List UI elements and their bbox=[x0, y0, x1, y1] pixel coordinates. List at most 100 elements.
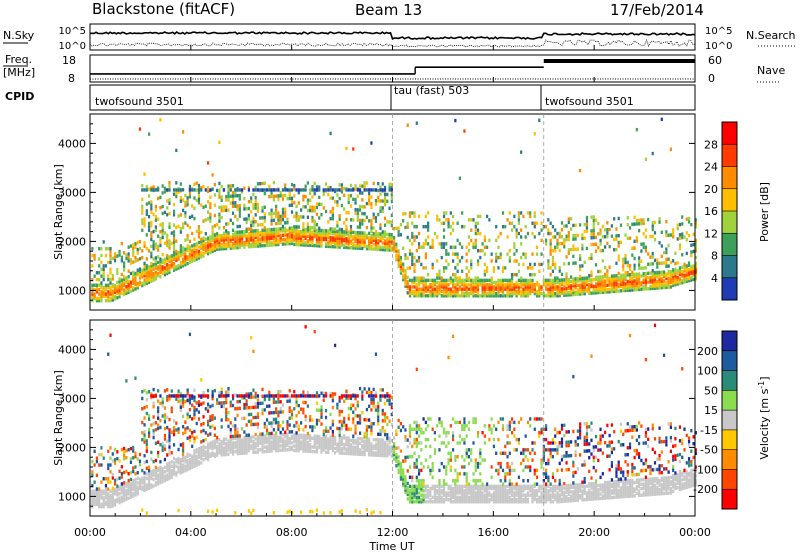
data-point bbox=[238, 243, 241, 247]
data-point bbox=[195, 448, 198, 452]
data-point bbox=[488, 285, 491, 289]
data-point bbox=[225, 452, 228, 457]
data-point bbox=[225, 238, 228, 242]
data-point bbox=[372, 397, 375, 402]
data-point bbox=[569, 217, 573, 221]
data-point bbox=[456, 280, 459, 285]
data-point bbox=[143, 261, 146, 266]
data-point bbox=[474, 289, 477, 294]
data-point bbox=[109, 502, 112, 507]
data-point bbox=[288, 226, 291, 230]
data-point bbox=[163, 437, 167, 441]
data-point bbox=[624, 254, 627, 258]
data-point bbox=[315, 188, 319, 192]
data-point bbox=[311, 449, 314, 454]
data-point bbox=[427, 289, 430, 294]
data-point bbox=[476, 283, 480, 287]
data-point bbox=[227, 244, 230, 248]
data-point bbox=[354, 445, 357, 450]
data-point bbox=[538, 231, 541, 236]
data-point bbox=[123, 264, 126, 269]
data-point bbox=[361, 246, 364, 251]
data-point bbox=[422, 294, 425, 298]
data-point bbox=[157, 274, 160, 278]
data-point bbox=[309, 438, 312, 443]
data-point bbox=[222, 225, 226, 230]
data-point bbox=[243, 196, 246, 201]
data-point bbox=[277, 240, 280, 244]
data-point bbox=[113, 500, 117, 505]
data-point bbox=[152, 432, 155, 436]
data-point bbox=[150, 220, 153, 225]
data-point bbox=[497, 245, 500, 249]
data-point bbox=[231, 445, 235, 450]
data-point bbox=[669, 278, 672, 283]
data-point bbox=[293, 448, 296, 453]
data-point bbox=[270, 236, 273, 241]
data-point bbox=[483, 235, 486, 239]
data-point bbox=[490, 283, 493, 287]
data-point bbox=[293, 238, 296, 242]
data-point bbox=[406, 280, 409, 284]
data-point bbox=[152, 278, 155, 282]
data-point bbox=[463, 280, 466, 285]
data-point bbox=[370, 451, 373, 455]
data-point bbox=[272, 243, 275, 247]
data-point bbox=[204, 242, 207, 246]
data-point bbox=[227, 240, 230, 244]
data-point bbox=[279, 218, 282, 222]
data-point bbox=[143, 269, 146, 273]
data-point bbox=[309, 234, 312, 239]
data-point bbox=[234, 232, 237, 237]
data-point bbox=[633, 281, 636, 285]
data-point bbox=[352, 197, 355, 202]
data-point bbox=[102, 287, 105, 292]
data-point bbox=[349, 183, 353, 188]
data-point bbox=[288, 389, 291, 393]
data-point bbox=[327, 444, 330, 448]
data-point bbox=[356, 237, 359, 242]
data-point bbox=[297, 229, 300, 234]
data-point bbox=[95, 487, 98, 491]
data-point bbox=[154, 218, 157, 222]
data-point bbox=[651, 251, 654, 256]
data-point bbox=[653, 282, 657, 286]
data-point bbox=[129, 244, 133, 248]
data-point bbox=[529, 211, 532, 215]
data-point bbox=[240, 442, 244, 447]
data-point bbox=[597, 284, 600, 288]
data-point bbox=[154, 256, 157, 260]
data-point bbox=[245, 438, 248, 442]
data-point bbox=[463, 283, 466, 287]
data-point bbox=[474, 280, 477, 285]
data-point bbox=[168, 394, 171, 398]
data-point bbox=[368, 439, 371, 444]
data-point bbox=[676, 282, 679, 286]
data-point bbox=[465, 291, 468, 296]
data-point bbox=[329, 426, 332, 430]
data-point bbox=[193, 395, 196, 399]
colorbar-swatch bbox=[722, 277, 737, 301]
data-point bbox=[118, 292, 121, 297]
data-point bbox=[313, 222, 316, 227]
data-point bbox=[343, 442, 346, 447]
data-point bbox=[590, 215, 593, 219]
data-point bbox=[159, 401, 162, 406]
data-point bbox=[345, 245, 348, 250]
data-point bbox=[288, 241, 291, 246]
data-point bbox=[415, 287, 418, 291]
data-point bbox=[431, 291, 434, 296]
data-point bbox=[318, 226, 321, 230]
data-point bbox=[483, 289, 486, 294]
data-point bbox=[166, 398, 169, 402]
data-point bbox=[231, 436, 235, 441]
data-point bbox=[302, 433, 305, 438]
data-point bbox=[272, 438, 275, 442]
data-point bbox=[268, 236, 271, 241]
data-point bbox=[275, 448, 278, 453]
data-point bbox=[431, 245, 434, 249]
data-point bbox=[270, 230, 273, 234]
data-point bbox=[290, 447, 294, 452]
data-point bbox=[193, 247, 196, 251]
data-point bbox=[329, 242, 332, 247]
